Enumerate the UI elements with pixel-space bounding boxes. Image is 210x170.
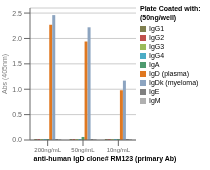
svg-text:10ng/mL: 10ng/mL: [107, 147, 131, 153]
svg-text:2.0: 2.0: [12, 35, 22, 42]
html-text:IgD (plasma): IgD (plasma): [149, 70, 190, 77]
svg-text:200ng/mL: 200ng/mL: [34, 147, 61, 153]
html-text:IgG4: IgG4: [149, 52, 165, 59]
html-text:IgG2: IgG2: [149, 34, 165, 41]
svg-text:1.0: 1.0: [12, 86, 22, 93]
html-text:IgM: IgM: [149, 97, 161, 104]
svg-text:1.5: 1.5: [12, 60, 22, 67]
svg-text:50ng/mL: 50ng/mL: [71, 147, 95, 153]
html-text:Plate Coated with: (50ng/well): Plate Coated with: (50ng/well): [140, 5, 201, 21]
html-text:IgG1: IgG1: [149, 25, 165, 32]
svg-text:Abs (405nm): Abs (405nm): [8, 54, 9, 94]
html-text:IgG3: IgG3: [149, 43, 165, 50]
html-text:anti-human IgD clone# RM123 (p: anti-human IgD clone# RM123 (primary Ab): [33, 155, 177, 162]
svg-text:2.5: 2.5: [12, 10, 22, 17]
html-text:IgDk (myeloma): IgDk (myeloma): [149, 79, 199, 86]
html-text:IgA: IgA: [149, 61, 160, 68]
svg-text:0.5: 0.5: [12, 111, 22, 118]
svg-text:0.0: 0.0: [12, 136, 22, 143]
html-text:IgE: IgE: [149, 88, 160, 95]
